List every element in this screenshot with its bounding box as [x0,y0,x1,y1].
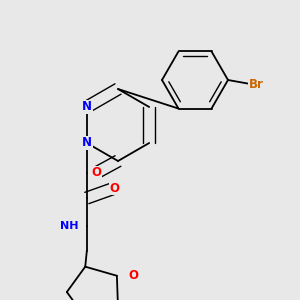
Text: N: N [82,136,92,149]
Text: O: O [128,269,138,282]
Text: N: N [82,100,92,113]
Text: NH: NH [60,221,78,231]
Text: Br: Br [249,79,263,92]
Text: O: O [91,167,101,179]
Text: O: O [110,182,120,194]
